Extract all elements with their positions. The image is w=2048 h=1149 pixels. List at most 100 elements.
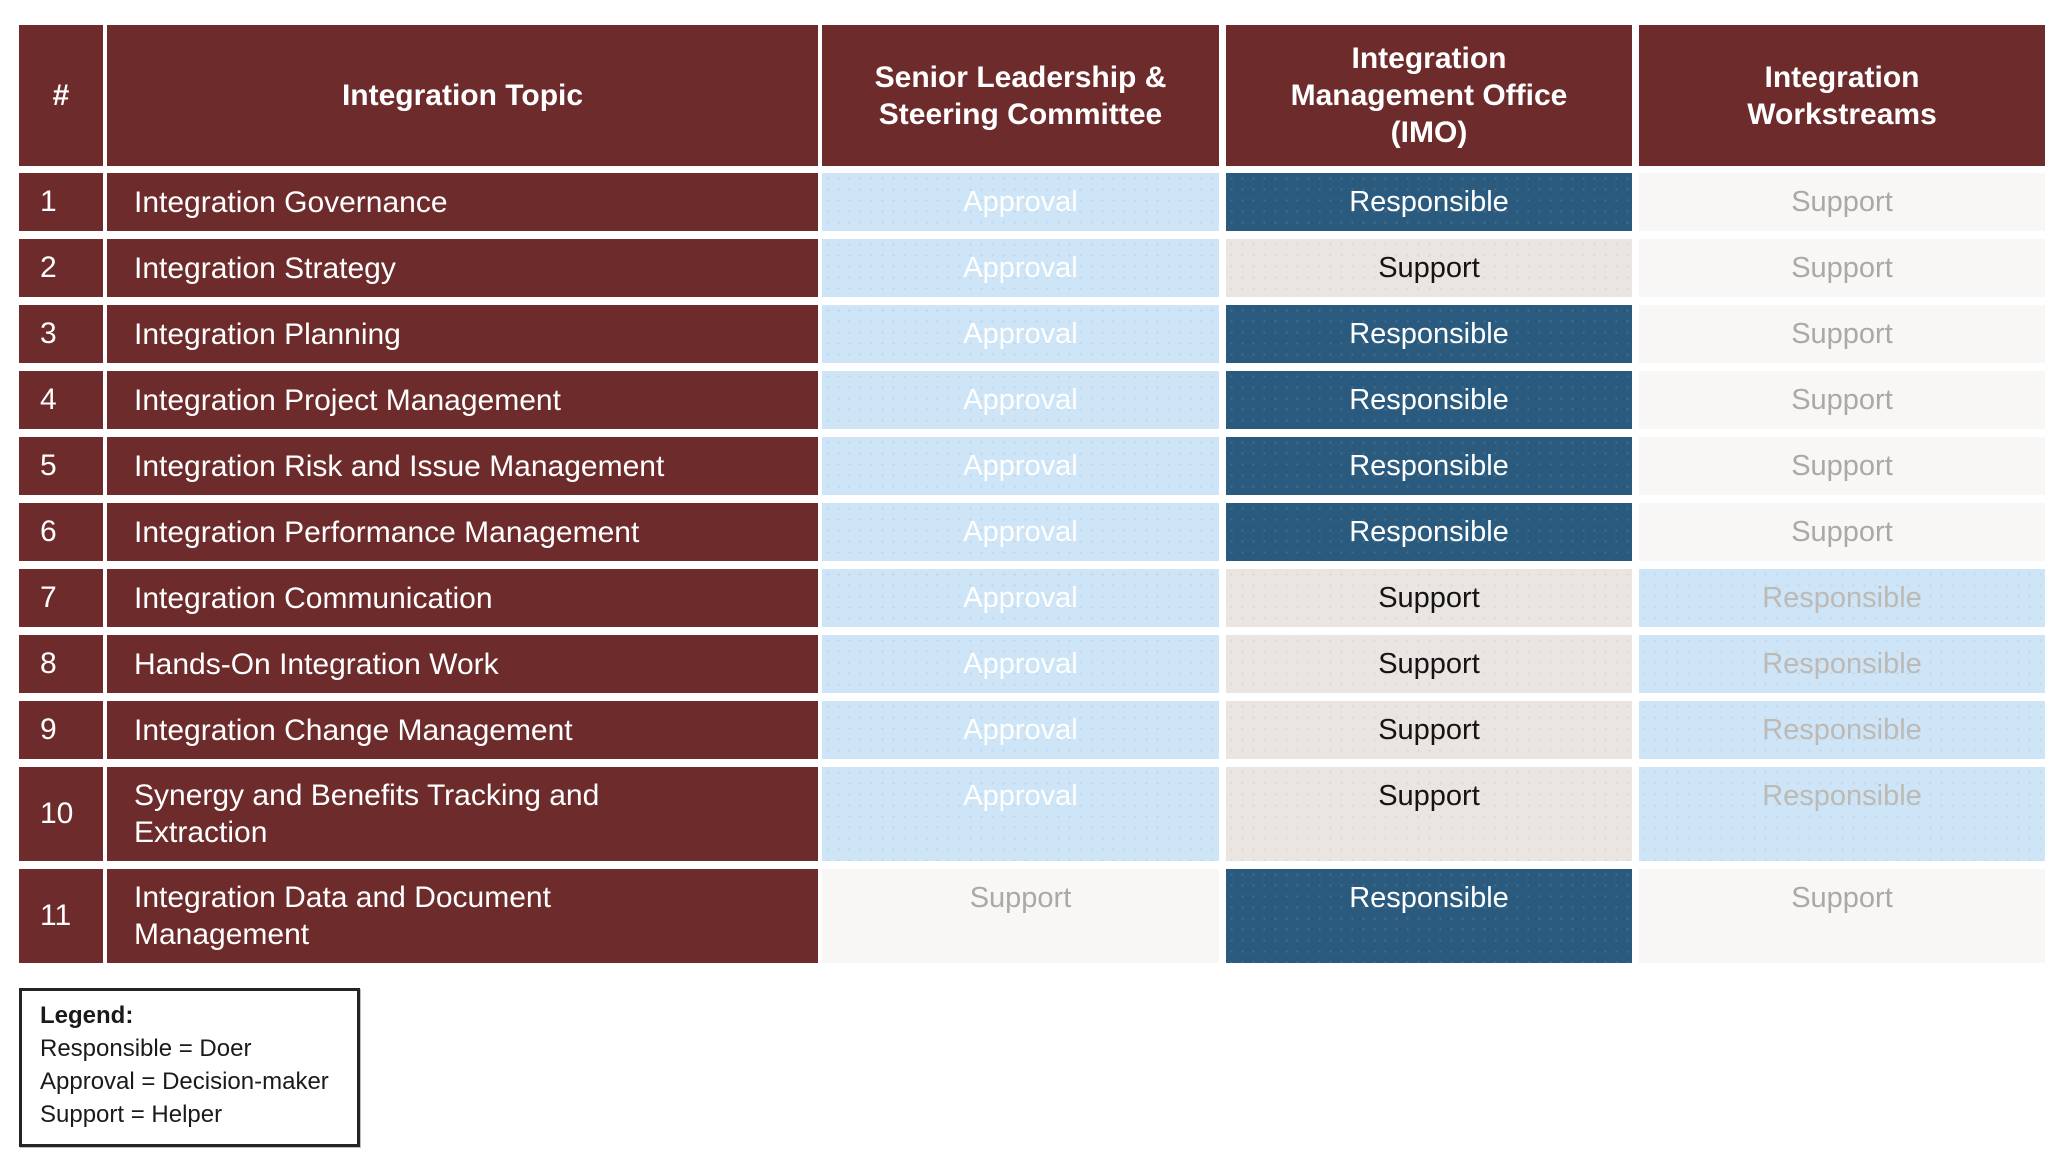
imo-role-label: Responsible	[1349, 383, 1509, 416]
row-number-cell: 4	[19, 371, 107, 429]
header-cell-imo: Integration Management Office (IMO)	[1226, 25, 1639, 166]
slsc-role-label: Approval	[963, 317, 1078, 350]
table-row: 11 Integration Data and Document Managem…	[19, 869, 2045, 963]
row-number: 5	[40, 449, 57, 482]
header-cell-slsc: Senior Leadership & Steering Committee	[822, 25, 1226, 166]
row-number-cell: 10	[19, 767, 107, 861]
imo-cell: Responsible	[1226, 371, 1639, 429]
topic-cell: Integration Data and Document Management	[107, 869, 822, 963]
ws-cell: Responsible	[1639, 635, 2045, 693]
row-number: 1	[40, 185, 57, 218]
topic-cell: Integration Communication	[107, 569, 822, 627]
row-number-cell: 8	[19, 635, 107, 693]
slsc-cell: Approval	[822, 239, 1226, 297]
imo-cell: Responsible	[1226, 503, 1639, 561]
topic-label: Integration Planning	[134, 317, 401, 351]
table-row: 9 Integration Change Management Approval…	[19, 701, 2045, 759]
row-number: 6	[40, 515, 57, 548]
row-number-cell: 6	[19, 503, 107, 561]
ws-role-label: Responsible	[1762, 647, 1922, 680]
legend-item-support: Support = Helper	[40, 1101, 223, 1128]
ws-cell: Support	[1639, 371, 2045, 429]
table-row: 1 Integration Governance Approval Respon…	[19, 173, 2045, 231]
slsc-role-label: Approval	[963, 383, 1078, 416]
imo-role-label: Responsible	[1349, 449, 1509, 482]
slsc-cell: Approval	[822, 701, 1226, 759]
slsc-role-label: Approval	[963, 713, 1078, 746]
imo-role-label: Support	[1378, 713, 1480, 746]
row-number-cell: 11	[19, 869, 107, 963]
table-row: 8 Hands-On Integration Work Approval Sup…	[19, 635, 2045, 693]
header-cell-workstreams: Integration Workstreams	[1639, 25, 2045, 166]
slsc-role-label: Approval	[963, 251, 1078, 284]
topic-label: Integration Governance	[134, 185, 448, 219]
imo-role-label: Support	[1378, 779, 1480, 812]
table-body: 1 Integration Governance Approval Respon…	[19, 173, 2045, 963]
row-number: 11	[40, 899, 72, 932]
table-row: 7 Integration Communication Approval Sup…	[19, 569, 2045, 627]
topic-label: Integration Change Management	[134, 713, 573, 747]
imo-role-label: Responsible	[1349, 881, 1509, 914]
imo-cell: Support	[1226, 569, 1639, 627]
ws-role-label: Support	[1791, 449, 1893, 482]
row-number-cell: 3	[19, 305, 107, 363]
row-number-cell: 7	[19, 569, 107, 627]
imo-role-label: Support	[1378, 581, 1480, 614]
slsc-cell: Support	[822, 869, 1226, 963]
header-label: #	[52, 79, 70, 112]
row-number-cell: 2	[19, 239, 107, 297]
topic-cell: Synergy and Benefits Tracking and Extrac…	[107, 767, 822, 861]
topic-cell: Hands-On Integration Work	[107, 635, 822, 693]
slsc-cell: Approval	[822, 635, 1226, 693]
legend-title: Legend:	[40, 1002, 134, 1029]
table-row: 10 Synergy and Benefits Tracking and Ext…	[19, 767, 2045, 861]
imo-cell: Responsible	[1226, 869, 1639, 963]
row-number: 8	[40, 647, 57, 680]
ws-role-label: Support	[1791, 515, 1893, 548]
slsc-cell: Approval	[822, 569, 1226, 627]
slsc-cell: Approval	[822, 767, 1226, 861]
imo-role-label: Responsible	[1349, 185, 1509, 218]
header-label: Integration Workstreams	[1747, 60, 1937, 131]
ws-role-label: Support	[1791, 185, 1893, 218]
slsc-role-label: Approval	[963, 515, 1078, 548]
slsc-cell: Approval	[822, 305, 1226, 363]
table-row: 2 Integration Strategy Approval Support …	[19, 239, 2045, 297]
topic-label: Hands-On Integration Work	[134, 647, 499, 681]
imo-cell: Responsible	[1226, 437, 1639, 495]
ws-role-label: Support	[1791, 317, 1893, 350]
legend-item-approval: Approval = Decision-maker	[40, 1068, 329, 1095]
topic-cell: Integration Governance	[107, 173, 822, 231]
table-row: 5 Integration Risk and Issue Management …	[19, 437, 2045, 495]
slsc-role-label: Approval	[963, 779, 1078, 812]
topic-cell: Integration Project Management	[107, 371, 822, 429]
row-number: 3	[40, 317, 57, 350]
topic-cell: Integration Change Management	[107, 701, 822, 759]
header-cell-number: #	[19, 25, 107, 166]
topic-label: Integration Data and Document Management	[134, 881, 551, 951]
ws-role-label: Responsible	[1762, 713, 1922, 746]
legend-box: Legend: Responsible = Doer Approval = De…	[19, 988, 360, 1147]
table-row: 3 Integration Planning Approval Responsi…	[19, 305, 2045, 363]
row-number-cell: 5	[19, 437, 107, 495]
row-number-cell: 9	[19, 701, 107, 759]
ws-cell: Support	[1639, 173, 2045, 231]
header-label: Integration Management Office (IMO)	[1290, 42, 1568, 149]
ws-role-label: Support	[1791, 881, 1893, 914]
ws-cell: Support	[1639, 869, 2045, 963]
topic-cell: Integration Planning	[107, 305, 822, 363]
ws-cell: Responsible	[1639, 569, 2045, 627]
row-number-cell: 1	[19, 173, 107, 231]
table-row: 4 Integration Project Management Approva…	[19, 371, 2045, 429]
slsc-cell: Approval	[822, 437, 1226, 495]
topic-label: Synergy and Benefits Tracking and Extrac…	[134, 779, 600, 849]
ws-role-label: Support	[1791, 383, 1893, 416]
row-number: 7	[40, 581, 57, 614]
topic-label: Integration Risk and Issue Management	[134, 449, 665, 483]
imo-cell: Responsible	[1226, 173, 1639, 231]
imo-role-label: Responsible	[1349, 515, 1509, 548]
table-header-row: # Integration Topic Senior Leadership & …	[19, 25, 2045, 166]
ws-cell: Responsible	[1639, 767, 2045, 861]
slsc-role-label: Approval	[963, 449, 1078, 482]
